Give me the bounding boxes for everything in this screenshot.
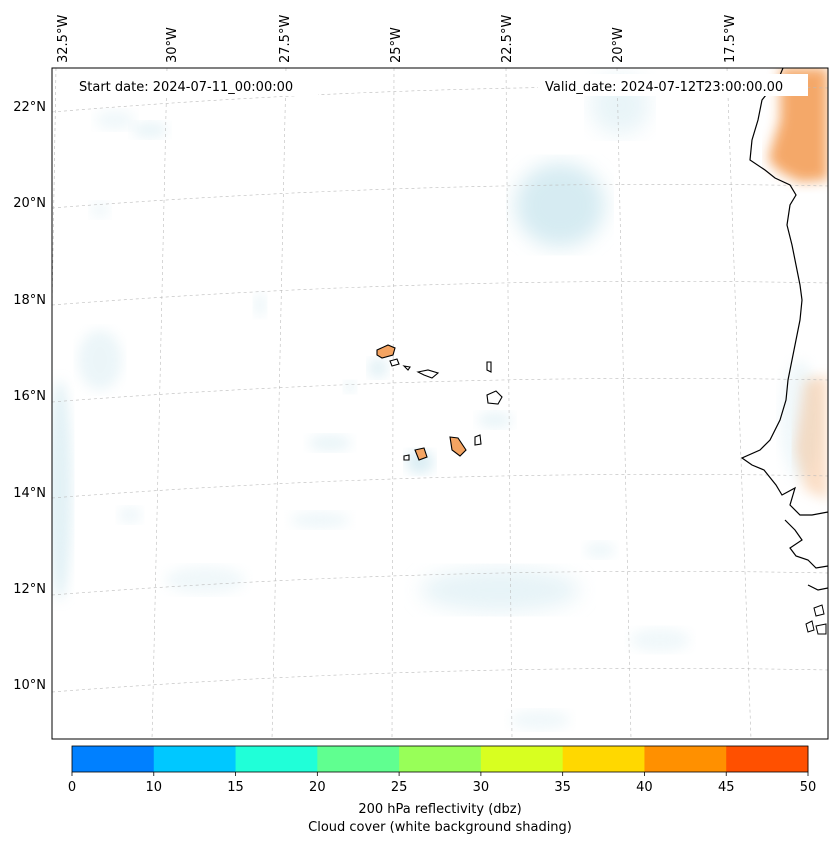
island-santiago xyxy=(449,436,467,457)
colorbar-tick-label: 45 xyxy=(718,780,735,795)
colorbar-tick-label: 15 xyxy=(227,780,244,795)
colorbar-segment xyxy=(480,746,564,772)
lon-label: 22.5°W xyxy=(500,15,515,63)
cloud-patch xyxy=(254,293,266,317)
lon-label: 17.5°W xyxy=(723,15,738,63)
colorbar-segment xyxy=(644,746,727,772)
latitude-labels: 22°N 20°N 18°N 16°N 14°N 12°N 10°N xyxy=(13,100,46,693)
lon-label: 20°W xyxy=(611,27,626,63)
lat-label: 14°N xyxy=(13,486,46,501)
island-sao-vicente xyxy=(389,358,400,367)
cloud-patch xyxy=(90,202,110,218)
cloud-patch xyxy=(118,507,142,523)
cloud-patch xyxy=(308,435,352,451)
lat-label: 16°N xyxy=(13,389,46,404)
cloud-patch xyxy=(510,710,570,730)
lat-label: 10°N xyxy=(13,678,46,693)
island-santa-luzia xyxy=(402,365,411,371)
graticule xyxy=(52,68,828,739)
colorbar-segment xyxy=(562,746,645,772)
island-boa-vista xyxy=(486,390,503,405)
cloud-patch xyxy=(420,568,580,612)
lat-label: 22°N xyxy=(13,100,46,115)
reflectivity-patch-north xyxy=(768,68,828,182)
lat-label: 20°N xyxy=(13,196,46,211)
island-maio xyxy=(474,434,482,446)
coastline-guinea xyxy=(807,584,828,591)
island-santo-antao xyxy=(376,344,396,359)
colorbar-tick-label: 40 xyxy=(636,780,653,795)
cloud-patch xyxy=(95,110,135,130)
cloud-patch xyxy=(165,566,245,594)
colorbar-segment xyxy=(153,746,237,772)
island-sao-nicolau xyxy=(416,369,440,379)
island-brava xyxy=(403,454,410,461)
coastal-island xyxy=(813,604,825,617)
colorbar-tick-label: 50 xyxy=(800,780,817,795)
colorbar-segments xyxy=(72,746,809,772)
colorbar-tick-label: 0 xyxy=(68,780,76,795)
lat-label: 18°N xyxy=(13,293,46,308)
colorbar-tick-label: 30 xyxy=(473,780,490,795)
colorbar-segment xyxy=(235,746,318,772)
colorbar-segment xyxy=(726,746,809,772)
lon-label: 27.5°W xyxy=(278,15,293,63)
colorbar-border xyxy=(71,745,809,773)
cape-verde-islands xyxy=(376,344,503,461)
colorbar-tick-label: 35 xyxy=(554,780,571,795)
cloud-patch xyxy=(52,380,72,600)
lon-label: 32.5°W xyxy=(56,15,71,63)
longitude-labels: 32.5°W 30°W 27.5°W 25°W 22.5°W 20°W 17.5… xyxy=(56,15,738,63)
colorbar-tick-label: 25 xyxy=(391,780,408,795)
coastal-island xyxy=(815,623,827,635)
colorbar-sublabel: Cloud cover (white background shading) xyxy=(308,820,572,835)
lon-label: 25°W xyxy=(389,27,404,63)
start-date-box xyxy=(72,74,318,96)
cloud-patch xyxy=(584,542,616,558)
colorbar-segment xyxy=(399,746,482,772)
cloud-patch xyxy=(132,122,168,138)
lon-label: 30°W xyxy=(165,27,180,63)
valid-date-box xyxy=(538,74,808,96)
cloud-patch xyxy=(515,163,605,247)
cloud-patch xyxy=(78,330,122,390)
colorbar-segment xyxy=(72,746,155,772)
african-coastline xyxy=(740,68,828,516)
map-content xyxy=(52,68,828,739)
colorbar-label: 200 hPa reflectivity (dbz) xyxy=(358,802,521,817)
colorbar-segment xyxy=(317,746,400,772)
coastline-guinea-bissau xyxy=(784,519,828,569)
cloud-patch xyxy=(290,512,350,528)
map-frame xyxy=(52,68,828,739)
start-date-label: Start date: 2024-07-11_00:00:00 xyxy=(79,80,293,95)
island-fogo xyxy=(414,447,428,461)
reflectivity-patch-south xyxy=(795,375,828,500)
island-sal xyxy=(486,361,492,373)
lat-label: 12°N xyxy=(13,582,46,597)
cloud-patch xyxy=(630,628,690,652)
colorbar-ticks: 0 10 15 20 25 30 35 40 45 50 xyxy=(68,772,816,795)
cloud-patch xyxy=(344,381,356,393)
colorbar-tick-label: 20 xyxy=(309,780,326,795)
map-border xyxy=(51,67,829,740)
colorbar-tick-label: 10 xyxy=(146,780,163,795)
coastal-island xyxy=(805,620,815,633)
cloud-patch xyxy=(477,412,513,428)
colorbar: 0 10 15 20 25 30 35 40 45 50 200 hPa reflectivity… xyxy=(68,745,816,835)
valid-date-label: Valid_date: 2024-07-12T23:00:00.00 xyxy=(545,80,783,95)
cloud-patch xyxy=(368,358,388,378)
